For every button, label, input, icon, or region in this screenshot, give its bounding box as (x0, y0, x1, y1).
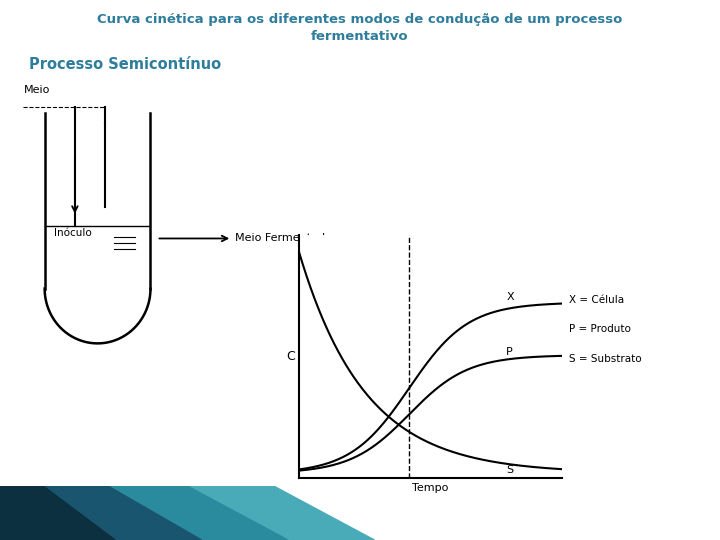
Text: P = Produto: P = Produto (569, 325, 631, 334)
Text: S = Substrato: S = Substrato (569, 354, 642, 364)
Text: Meio Fermentado: Meio Fermentado (235, 233, 332, 244)
Text: P: P (506, 347, 513, 357)
Polygon shape (0, 486, 288, 540)
Text: Inóculo: Inóculo (54, 227, 91, 238)
Text: S: S (506, 465, 513, 475)
Text: Meio: Meio (24, 85, 50, 95)
Text: fermentativo: fermentativo (311, 30, 409, 43)
Polygon shape (0, 486, 202, 540)
Text: Processo Semicontínuo: Processo Semicontínuo (29, 57, 221, 72)
Polygon shape (0, 486, 374, 540)
Text: X = Célula: X = Célula (569, 295, 624, 305)
Y-axis label: C: C (286, 350, 295, 363)
Text: Curva cinética para os diferentes modos de condução de um processo: Curva cinética para os diferentes modos … (97, 14, 623, 26)
Text: X: X (506, 292, 514, 302)
X-axis label: Tempo: Tempo (412, 483, 449, 494)
Polygon shape (0, 486, 115, 540)
